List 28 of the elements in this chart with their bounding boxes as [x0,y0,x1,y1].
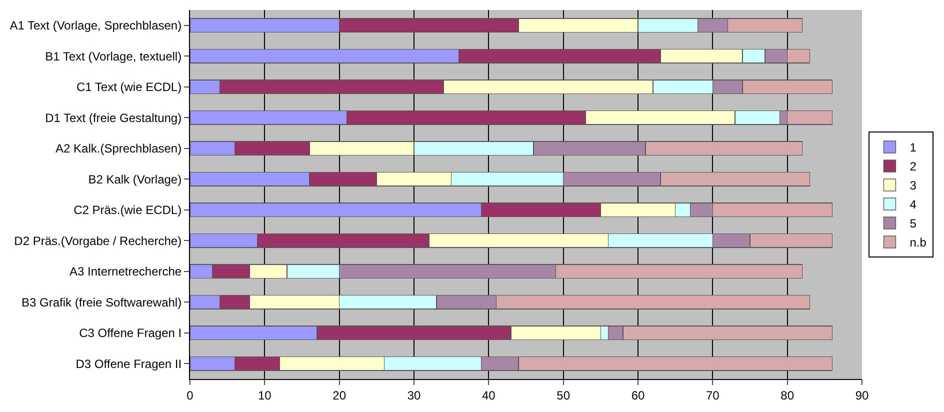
y-tick-label: C2 Präs.(wie ECDL) [74,203,182,218]
x-tick-label: 10 [258,388,272,402]
y-tick-label: A2 Kalk.(Sprechblasen) [56,142,182,156]
y-tick-label: D3 Offene Fragen II [76,356,182,371]
legend-label: 4 [910,198,917,212]
y-tick-label: B3 Grafik (freie Softwarewahl) [22,295,182,310]
x-tick-label: 20 [332,388,346,402]
y-tick-label: C3 Offene Fragen I [79,326,182,340]
x-tick-label: 60 [631,388,645,402]
x-tick-label: 40 [482,388,496,402]
y-tick-label: D2 Präs.(Vorgabe / Recherche) [14,234,182,248]
y-tick-label: A3 Internetrecherche [70,264,182,279]
x-tick-label: 80 [780,388,794,402]
legend-label: n.b [910,236,927,250]
x-tick-label: 50 [556,388,570,402]
x-tick-label: 90 [855,388,869,402]
y-tick-label: A1 Text (Vorlage, Sprechblasen) [10,18,182,33]
x-tick-label: 30 [407,388,421,402]
y-tick-label: B2 Kalk (Vorlage) [88,172,182,186]
x-tick-label: 70 [706,388,720,402]
y-tick-label: B1 Text (Vorlage, textuell) [45,49,182,64]
legend-label: 3 [910,178,917,193]
legend-label: 2 [910,160,917,174]
y-tick-label: C1 Text (wie ECDL) [76,80,182,94]
y-tick-label: D1 Text (freie Gestaltung) [45,110,182,125]
legend-label: 5 [910,216,917,231]
legend-label: 1 [910,140,917,155]
x-tick-label: 0 [186,388,194,402]
